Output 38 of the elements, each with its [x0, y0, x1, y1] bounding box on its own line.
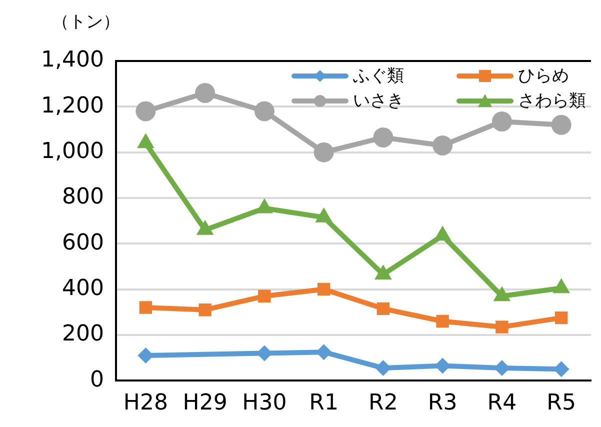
point [551, 114, 572, 135]
point [314, 142, 334, 162]
point [436, 314, 449, 328]
point [375, 360, 392, 376]
point [198, 303, 212, 316]
point [139, 301, 152, 314]
x-tick-label: R1 [309, 390, 338, 416]
x-tick-label: R3 [428, 390, 458, 416]
y-tick-label: 200 [62, 322, 104, 347]
point [254, 101, 274, 122]
x-tick-label: H30 [242, 390, 287, 416]
point [376, 302, 390, 316]
point [496, 320, 508, 334]
x-tick-label: R5 [546, 390, 576, 416]
y-tick-label: 400 [62, 276, 104, 302]
y-tick-label: 600 [62, 230, 104, 256]
point [492, 111, 512, 132]
x-tick-label: R4 [487, 390, 517, 416]
legend-label: いさき [353, 90, 404, 112]
y-tick-label: 1,200 [41, 93, 104, 118]
y-tick-label: 1,400 [41, 48, 104, 73]
legend-label: ひらめ [518, 65, 569, 87]
y-axis-title: （トン） [52, 11, 120, 33]
x-tick-label: H28 [123, 390, 168, 416]
point [554, 311, 568, 324]
point [258, 290, 271, 302]
point [136, 101, 156, 122]
legend-label: ふぐ類 [353, 65, 404, 87]
y-tick-label: 1,000 [41, 139, 104, 164]
x-tick-label: R2 [368, 390, 398, 416]
y-tick-label: 800 [62, 184, 104, 210]
legend-label: さわら類 [518, 90, 586, 112]
point [195, 82, 216, 103]
point [373, 127, 394, 148]
point [432, 135, 453, 156]
x-tick-label: H29 [182, 390, 228, 416]
point [317, 282, 330, 296]
y-tick-label: 0 [90, 367, 104, 392]
